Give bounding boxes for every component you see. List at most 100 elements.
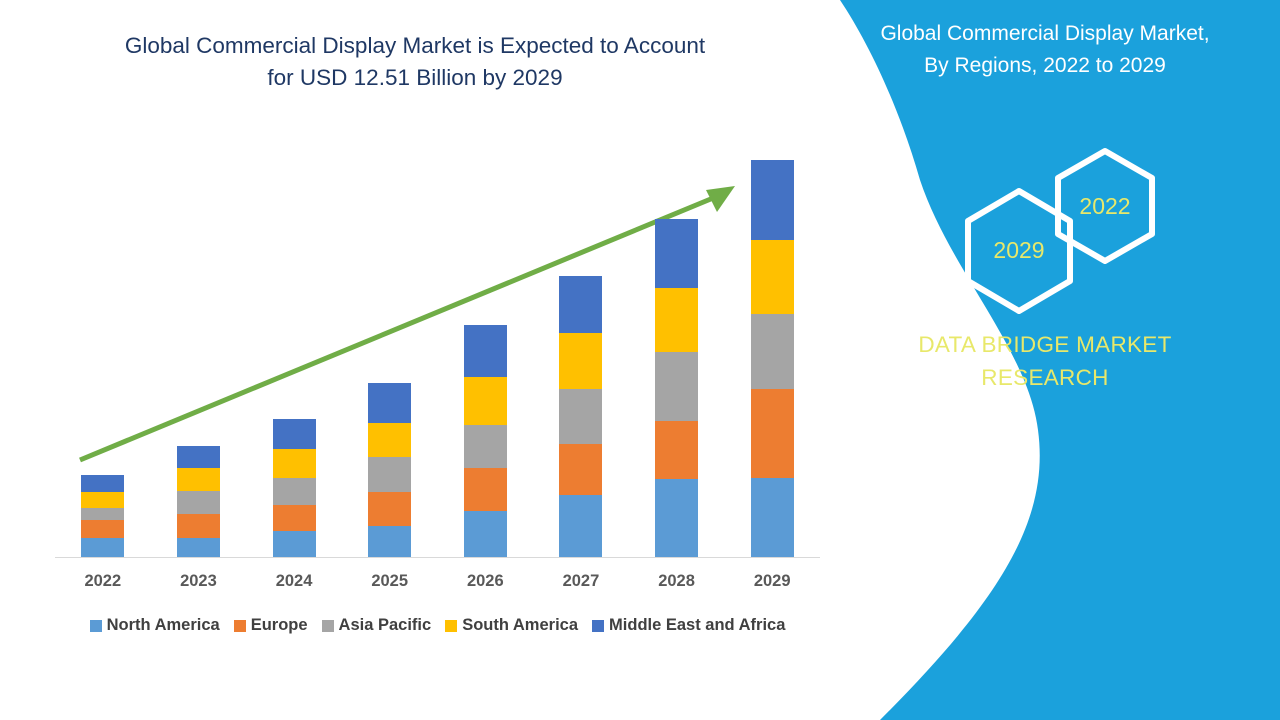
bar-group-2025: [342, 160, 438, 558]
bar-segment: [272, 477, 316, 505]
stacked-bar-2027[interactable]: [559, 275, 603, 558]
legend-swatch-icon: [233, 619, 246, 632]
legend-swatch-icon: [592, 619, 605, 632]
brand-panel-title-line-1: Global Commercial Display Market,: [880, 22, 1210, 45]
page-title-line-1: Global Commercial Display Market is Expe…: [124, 33, 706, 58]
bar-segment: [655, 219, 699, 289]
page-title: Global Commercial Display Market is Expe…: [40, 30, 790, 94]
stacked-bar-plot-area: [55, 160, 820, 558]
x-axis-label-2022: 2022: [84, 572, 122, 590]
stacked-bar-2026[interactable]: [463, 325, 507, 558]
bar-segment: [559, 495, 603, 558]
legend-swatch-icon: [445, 619, 458, 632]
bar-segment: [750, 160, 794, 240]
bar-segment: [81, 474, 125, 492]
page-title-line-2: for USD 12.51 Billion by 2029: [267, 65, 563, 90]
legend-label: North America: [106, 616, 220, 634]
brand-name-line-2: RESEARCH: [981, 365, 1109, 390]
hexagon-outline-icon: [1055, 148, 1155, 264]
legend-label: Asia Pacific: [338, 616, 432, 634]
bar-segment: [368, 492, 412, 527]
legend-item-europe[interactable]: Europe: [233, 616, 308, 635]
legend-label: South America: [462, 616, 579, 634]
bar-segment: [81, 537, 125, 558]
legend-item-asia-pacific[interactable]: Asia Pacific: [321, 616, 432, 635]
bar-segment: [176, 514, 220, 538]
bar-segment: [368, 423, 412, 458]
stacked-bar-2024[interactable]: [272, 419, 316, 558]
bar-segment: [463, 467, 507, 512]
brand-name: DATA BRIDGE MARKET RESEARCH: [830, 328, 1260, 394]
brand-panel-background-shape: [840, 0, 1280, 720]
x-axis-labels: 2022 2023 2024 2025 2026 2027 2028 2029: [55, 572, 820, 600]
x-axis-label-2026: 2026: [466, 572, 504, 590]
bar-segment: [272, 419, 316, 450]
stacked-bar-2029[interactable]: [750, 160, 794, 558]
stacked-bar-2025[interactable]: [368, 382, 412, 558]
legend-item-south-america[interactable]: South America: [445, 616, 578, 635]
legend-item-middle-east-and-africa[interactable]: Middle East and Africa: [592, 616, 785, 635]
bar-group-2028: [629, 160, 725, 558]
bar-segment: [176, 537, 220, 558]
bar-segment: [559, 275, 603, 333]
stacked-bar-2028[interactable]: [655, 219, 699, 558]
bar-group-2027: [533, 160, 629, 558]
chart-legend: North America Europe Asia Pacific South Ame…: [55, 616, 820, 635]
bar-segment: [368, 457, 412, 493]
bar-segment: [272, 449, 316, 478]
x-axis-label-2025: 2025: [371, 572, 409, 590]
bar-segment: [176, 468, 220, 491]
bar-segment: [368, 526, 412, 558]
x-axis-label-2027: 2027: [562, 572, 600, 590]
hexagon-badge-2022: 2022: [1050, 145, 1160, 267]
bar-segment: [750, 314, 794, 389]
hexagon-badge-2022-label: 2022: [1079, 193, 1131, 219]
bar-segment: [559, 332, 603, 390]
bar-segment: [655, 351, 699, 421]
bar-segment: [750, 388, 794, 479]
bar-segment: [368, 382, 412, 424]
legend-swatch-icon: [89, 619, 102, 632]
bar-segment: [463, 511, 507, 558]
brand-panel-title-line-2: By Regions, 2022 to 2029: [924, 54, 1166, 77]
legend-item-north-america[interactable]: North America: [89, 616, 220, 635]
bar-segment: [655, 420, 699, 480]
bar-segment: [176, 446, 220, 469]
bar-segment: [655, 288, 699, 352]
bar-segment: [463, 377, 507, 426]
bar-segment: [176, 490, 220, 515]
bar-segment: [750, 239, 794, 315]
hexagon-outline-icon: [965, 188, 1073, 314]
hexagon-badge-2029-label: 2029: [993, 237, 1045, 263]
brand-name-line-1: DATA BRIDGE MARKET: [918, 332, 1172, 357]
brand-panel-title: Global Commercial Display Market, By Reg…: [830, 18, 1260, 82]
bar-group-2024: [246, 160, 342, 558]
bar-group-2022: [55, 160, 151, 558]
stacked-bar-2022[interactable]: [81, 474, 125, 558]
chart-panel: Global Commercial Display Market is Expe…: [40, 30, 820, 635]
brand-panel: Global Commercial Display Market, By Reg…: [800, 0, 1280, 720]
x-axis-label-2029: 2029: [753, 572, 791, 590]
x-axis-label-2024: 2024: [275, 572, 313, 590]
bar-segment: [272, 531, 316, 558]
bar-segment: [463, 425, 507, 468]
bar-segment: [81, 491, 125, 508]
bar-segment: [559, 444, 603, 496]
bar-group-2029: [724, 160, 820, 558]
x-axis-label-2028: 2028: [658, 572, 695, 590]
bar-group-2026: [438, 160, 534, 558]
legend-label: Middle East and Africa: [609, 616, 786, 634]
legend-label: Europe: [250, 616, 308, 634]
bar-segment: [272, 504, 316, 532]
x-axis-label-2023: 2023: [180, 572, 217, 590]
bar-segment: [81, 520, 125, 538]
legend-swatch-icon: [321, 619, 334, 632]
bar-segment: [655, 479, 699, 558]
bar-segment: [81, 507, 125, 521]
bar-group-2023: [151, 160, 247, 558]
hexagon-badge-2029: 2029: [960, 185, 1078, 317]
stacked-bar-2023[interactable]: [176, 446, 220, 558]
bar-segment: [463, 325, 507, 378]
bar-segment: [559, 389, 603, 445]
bar-segment: [750, 478, 794, 558]
